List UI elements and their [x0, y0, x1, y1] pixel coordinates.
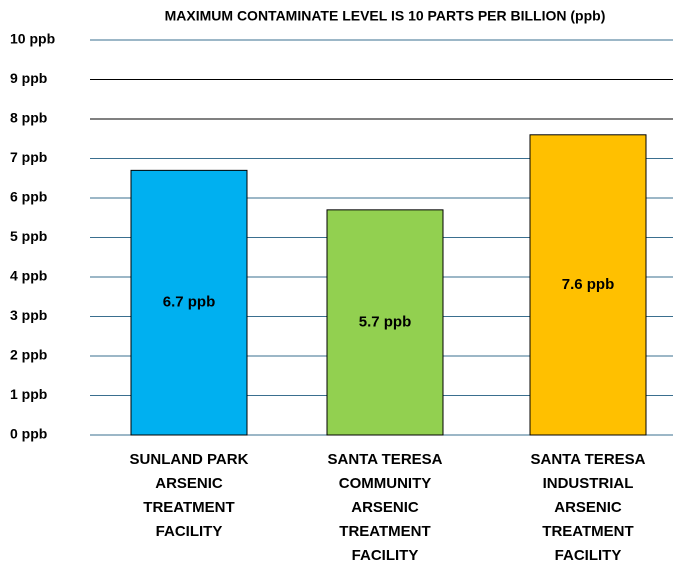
chart-title: MAXIMUM CONTAMINATE LEVEL IS 10 PARTS PE…	[165, 8, 606, 24]
y-tick-label: 7 ppb	[10, 149, 47, 165]
y-tick-label: 10 ppb	[10, 31, 55, 47]
y-tick-label: 1 ppb	[10, 386, 47, 402]
value-label: 5.7 ppb	[359, 313, 412, 330]
y-tick-label: 6 ppb	[10, 189, 47, 205]
x-tick-label: SUNLAND PARK ARSENIC TREATMENT FACILITY	[129, 451, 249, 540]
x-tick-label: SANTA TERESA COMMUNITY ARSENIC TREATMENT…	[327, 451, 443, 564]
y-tick-label: 2 ppb	[10, 347, 47, 363]
y-tick-label: 0 ppb	[10, 426, 47, 442]
bar	[326, 209, 444, 436]
x-tick-label: SANTA TERESA INDUSTRIAL ARSENIC TREATMEN…	[530, 451, 646, 564]
y-tick-label: 8 ppb	[10, 110, 47, 126]
value-label: 7.6 ppb	[562, 276, 615, 293]
bar	[130, 169, 248, 436]
y-tick-label: 3 ppb	[10, 307, 47, 323]
y-tick-label: 9 ppb	[10, 70, 47, 86]
y-tick-label: 4 ppb	[10, 268, 47, 284]
y-tick-label: 5 ppb	[10, 228, 47, 244]
bar	[529, 134, 647, 436]
value-label: 6.7 ppb	[163, 294, 216, 311]
